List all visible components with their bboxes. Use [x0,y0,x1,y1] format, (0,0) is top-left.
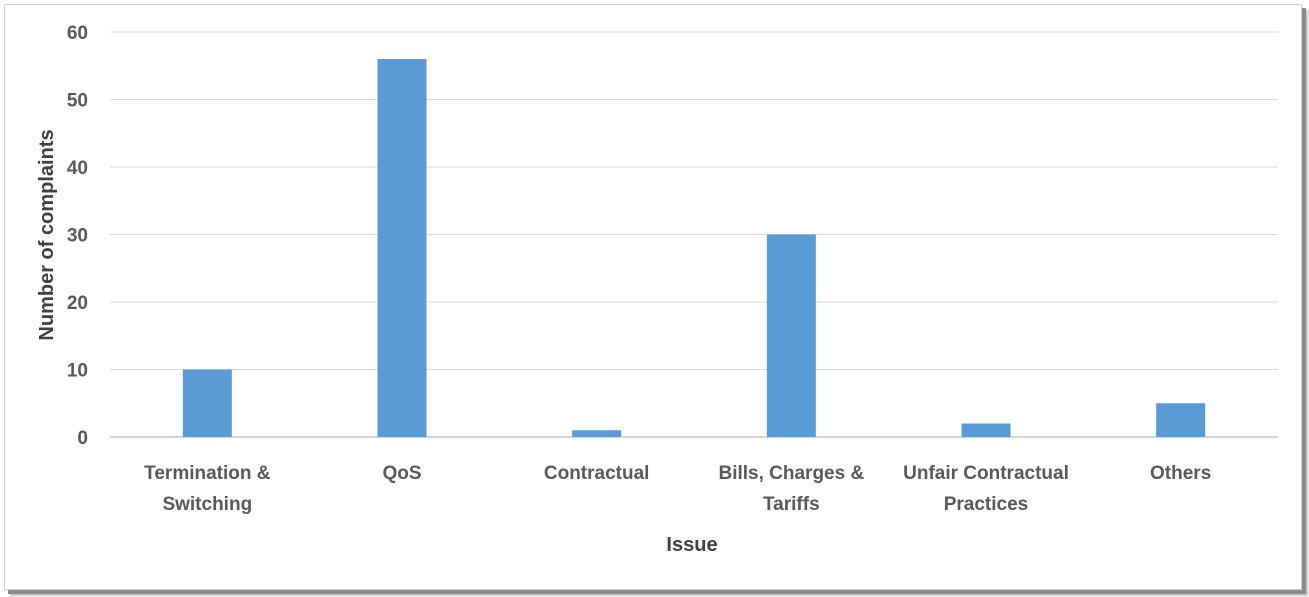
y-axis-ticks: 0 10 20 30 40 50 60 [67,23,88,449]
x-tick-label: Bills, Charges & Tariffs [718,463,864,515]
y-tick-label: 20 [67,293,88,314]
x-tick-label: Unfair Contractual Practices [903,463,1069,515]
x-tick-label: Termination & Switching [144,463,271,515]
x-axis-ticks: Termination & Switching QoS Contractual Bill… [144,463,1211,515]
y-axis-title: Number of complaints [36,129,58,340]
x-tick-label: Others [1150,463,1211,484]
y-tick-label: 40 [67,158,88,179]
y-tick-label: 60 [67,23,88,44]
gridlines [110,31,1278,438]
x-tick-label: Contractual [544,463,650,484]
bars [182,59,1206,437]
x-tick-label: QoS [382,463,421,484]
y-tick-label: 10 [67,361,88,382]
x-axis-title: Issue [666,534,717,556]
y-tick-label: 50 [67,91,88,112]
bar [766,234,816,437]
bar [961,423,1011,437]
bar [572,430,622,437]
y-tick-label: 30 [67,226,88,247]
bar [377,59,427,437]
bar [1156,403,1206,437]
y-tick-label: 0 [77,428,88,449]
bar [182,369,232,437]
chart-frame [4,4,1302,590]
